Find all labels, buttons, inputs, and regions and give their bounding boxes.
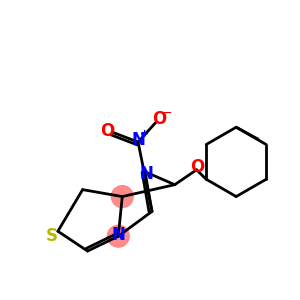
Text: −: − — [160, 105, 172, 119]
Text: O: O — [190, 158, 205, 176]
Text: S: S — [46, 227, 58, 245]
Text: O: O — [152, 110, 166, 128]
Text: N: N — [131, 131, 145, 149]
Text: O: O — [100, 122, 115, 140]
Text: N: N — [139, 165, 153, 183]
Circle shape — [107, 225, 129, 247]
Text: +: + — [140, 129, 149, 139]
Circle shape — [111, 186, 133, 208]
Text: N: N — [111, 226, 125, 244]
